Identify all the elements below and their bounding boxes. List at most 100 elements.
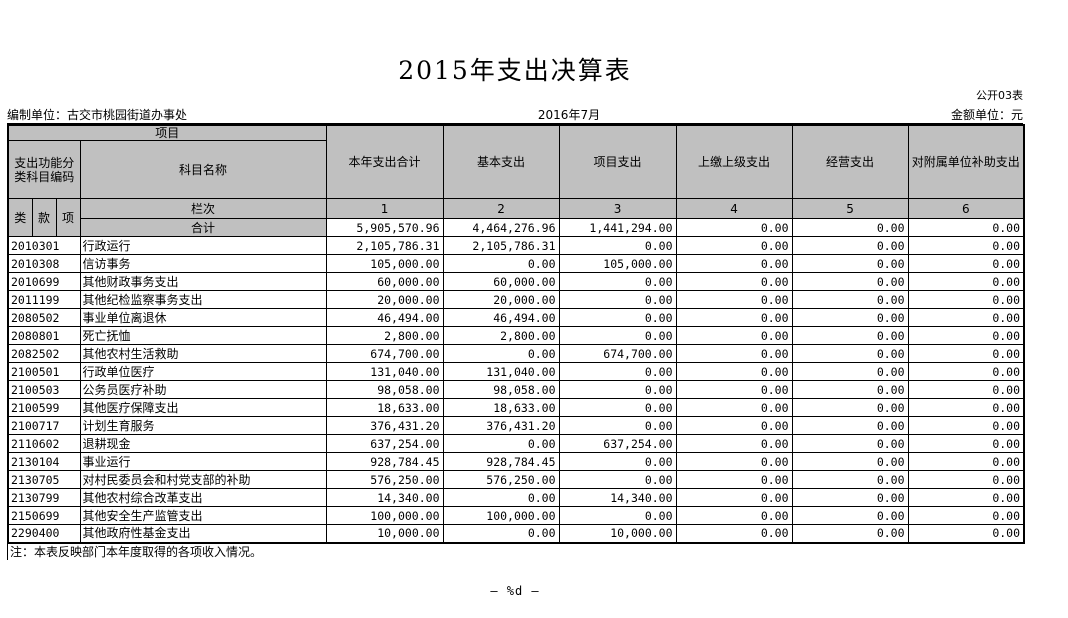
header-row-names: 支出功能分类科目编码 科目名称 — [7, 140, 1024, 199]
total-value-4: 0.00 — [675, 218, 793, 237]
row-code: 2110602 — [7, 434, 81, 453]
row-value-1: 2,105,786.31 — [325, 236, 444, 255]
code-sub-lei: 类 — [7, 198, 33, 237]
lanci-num-5: 5 — [791, 198, 909, 219]
row-value-1: 18,633.00 — [325, 398, 444, 417]
row-value-5: 0.00 — [791, 488, 909, 507]
amount-unit-label: 金额单位：元 — [950, 108, 1023, 122]
doc-code-label: 公开03表 — [976, 89, 1023, 102]
row-value-1: 14,340.00 — [325, 488, 444, 507]
code-header-cell: 支出功能分类科目编码 — [7, 140, 81, 199]
row-code: 2130705 — [7, 470, 81, 489]
total-value-5: 0.00 — [791, 218, 909, 237]
row-value-1: 637,254.00 — [325, 434, 444, 453]
row-code: 2100717 — [7, 416, 81, 435]
row-code: 2080502 — [7, 308, 81, 327]
row-value-6: 0.00 — [907, 272, 1025, 291]
row-value-6: 0.00 — [907, 290, 1025, 309]
row-value-2: 0.00 — [442, 344, 560, 363]
row-subject-name: 公务员医疗补助 — [79, 380, 327, 399]
row-code: 2130799 — [7, 488, 81, 507]
group-header-cell: 项目 — [7, 124, 327, 141]
total-value-3: 1,441,294.00 — [558, 218, 677, 237]
table-body: 2010301 行政运行 2,105,786.31 2,105,786.31 0.00 0… — [7, 236, 1025, 543]
row-subject-name: 计划生育服务 — [79, 416, 327, 435]
page-title: 2015年支出决算表 — [398, 56, 632, 85]
row-value-2: 0.00 — [442, 524, 560, 543]
total-value-1: 5,905,570.96 — [325, 218, 444, 237]
row-value-3: 0.00 — [558, 416, 677, 435]
meta-line: 编制单位：古交市桃园街道办事处 2016年7月 金额单位：元 — [7, 108, 1023, 124]
row-value-2: 576,250.00 — [442, 470, 560, 489]
row-subject-name: 事业运行 — [79, 452, 327, 471]
row-value-5: 0.00 — [791, 398, 909, 417]
row-value-3: 14,340.00 — [558, 488, 677, 507]
row-subject-name: 其他政府性基金支出 — [79, 524, 327, 543]
row-value-3: 105,000.00 — [558, 254, 677, 273]
row-value-2: 2,800.00 — [442, 326, 560, 345]
row-subject-name: 死亡抚恤 — [79, 326, 327, 345]
row-value-2: 60,000.00 — [442, 272, 560, 291]
header-row-group: 项目 本年支出合计 基本支出 项目支出 上缴上级支出 经营支出 对附属单位补助支… — [7, 124, 1025, 199]
col-header-total: 本年支出合计 — [325, 124, 444, 199]
row-value-2: 20,000.00 — [442, 290, 560, 309]
row-value-2: 0.00 — [442, 254, 560, 273]
row-code: 2080801 — [7, 326, 81, 345]
code-sub-kuan: 款 — [31, 198, 57, 237]
row-value-2: 46,494.00 — [442, 308, 560, 327]
row-value-4: 0.00 — [675, 254, 793, 273]
row-value-3: 0.00 — [558, 470, 677, 489]
row-value-5: 0.00 — [791, 308, 909, 327]
lanci-num-6: 6 — [907, 198, 1025, 219]
table-row: 2150699 其他安全生产监管支出 100,000.00 100,000.00 0.0… — [7, 506, 1025, 525]
row-value-2: 18,633.00 — [442, 398, 560, 417]
row-value-5: 0.00 — [791, 434, 909, 453]
row-value-1: 60,000.00 — [325, 272, 444, 291]
row-value-3: 0.00 — [558, 326, 677, 345]
row-code: 2150699 — [7, 506, 81, 525]
row-value-6: 0.00 — [907, 380, 1025, 399]
row-value-6: 0.00 — [907, 452, 1025, 471]
row-value-5: 0.00 — [791, 380, 909, 399]
row-subject-name: 对村民委员会和村党支部的补助 — [79, 470, 327, 489]
row-value-5: 0.00 — [791, 272, 909, 291]
table-row: 2110602 退耕现金 637,254.00 0.00 637,254.00 0.00 0… — [7, 434, 1025, 453]
table-row: 2100717 计划生育服务 376,431.20 376,431.20 0.00 0.0… — [7, 416, 1025, 435]
row-value-3: 637,254.00 — [558, 434, 677, 453]
row-value-6: 0.00 — [907, 488, 1025, 507]
row-value-2: 0.00 — [442, 488, 560, 507]
row-subject-name: 其他纪检监察事务支出 — [79, 290, 327, 309]
row-subject-name: 其他农村综合改革支出 — [79, 488, 327, 507]
note-line: 注：本表反映部门本年度取得的各项收入情况。 — [7, 543, 1023, 560]
row-value-4: 0.00 — [675, 326, 793, 345]
total-label-cell: 合计 — [79, 218, 327, 237]
row-value-1: 10,000.00 — [325, 524, 444, 543]
table-row: 2130705 对村民委员会和村党支部的补助 576,250.00 576,250.0… — [7, 470, 1025, 489]
row-value-4: 0.00 — [675, 452, 793, 471]
row-code: 2100599 — [7, 398, 81, 417]
row-value-5: 0.00 — [791, 470, 909, 489]
row-value-2: 131,040.00 — [442, 362, 560, 381]
row-code: 2010308 — [7, 254, 81, 273]
row-value-6: 0.00 — [907, 344, 1025, 363]
table-row: 2010699 其他财政事务支出 60,000.00 60,000.00 0.00 0.0… — [7, 272, 1025, 291]
row-value-5: 0.00 — [791, 452, 909, 471]
col-header-subsidy: 对附属单位补助支出 — [907, 124, 1025, 199]
row-value-3: 0.00 — [558, 272, 677, 291]
row-value-5: 0.00 — [791, 362, 909, 381]
row-subject-name: 其他农村生活救助 — [79, 344, 327, 363]
row-value-2: 0.00 — [442, 434, 560, 453]
row-subject-name: 其他安全生产监管支出 — [79, 506, 327, 525]
row-value-4: 0.00 — [675, 506, 793, 525]
row-value-6: 0.00 — [907, 470, 1025, 489]
row-value-5: 0.00 — [791, 524, 909, 543]
expenditure-table: 项目 本年支出合计 基本支出 项目支出 上缴上级支出 经营支出 对附属单位补助支… — [7, 124, 1026, 544]
row-value-3: 0.00 — [558, 236, 677, 255]
row-code: 2011199 — [7, 290, 81, 309]
row-value-1: 576,250.00 — [325, 470, 444, 489]
table-row: 2100599 其他医疗保障支出 18,633.00 18,633.00 0.00 0.0… — [7, 398, 1025, 417]
row-value-4: 0.00 — [675, 524, 793, 543]
row-value-3: 0.00 — [558, 506, 677, 525]
row-code: 2082502 — [7, 344, 81, 363]
row-value-5: 0.00 — [791, 290, 909, 309]
